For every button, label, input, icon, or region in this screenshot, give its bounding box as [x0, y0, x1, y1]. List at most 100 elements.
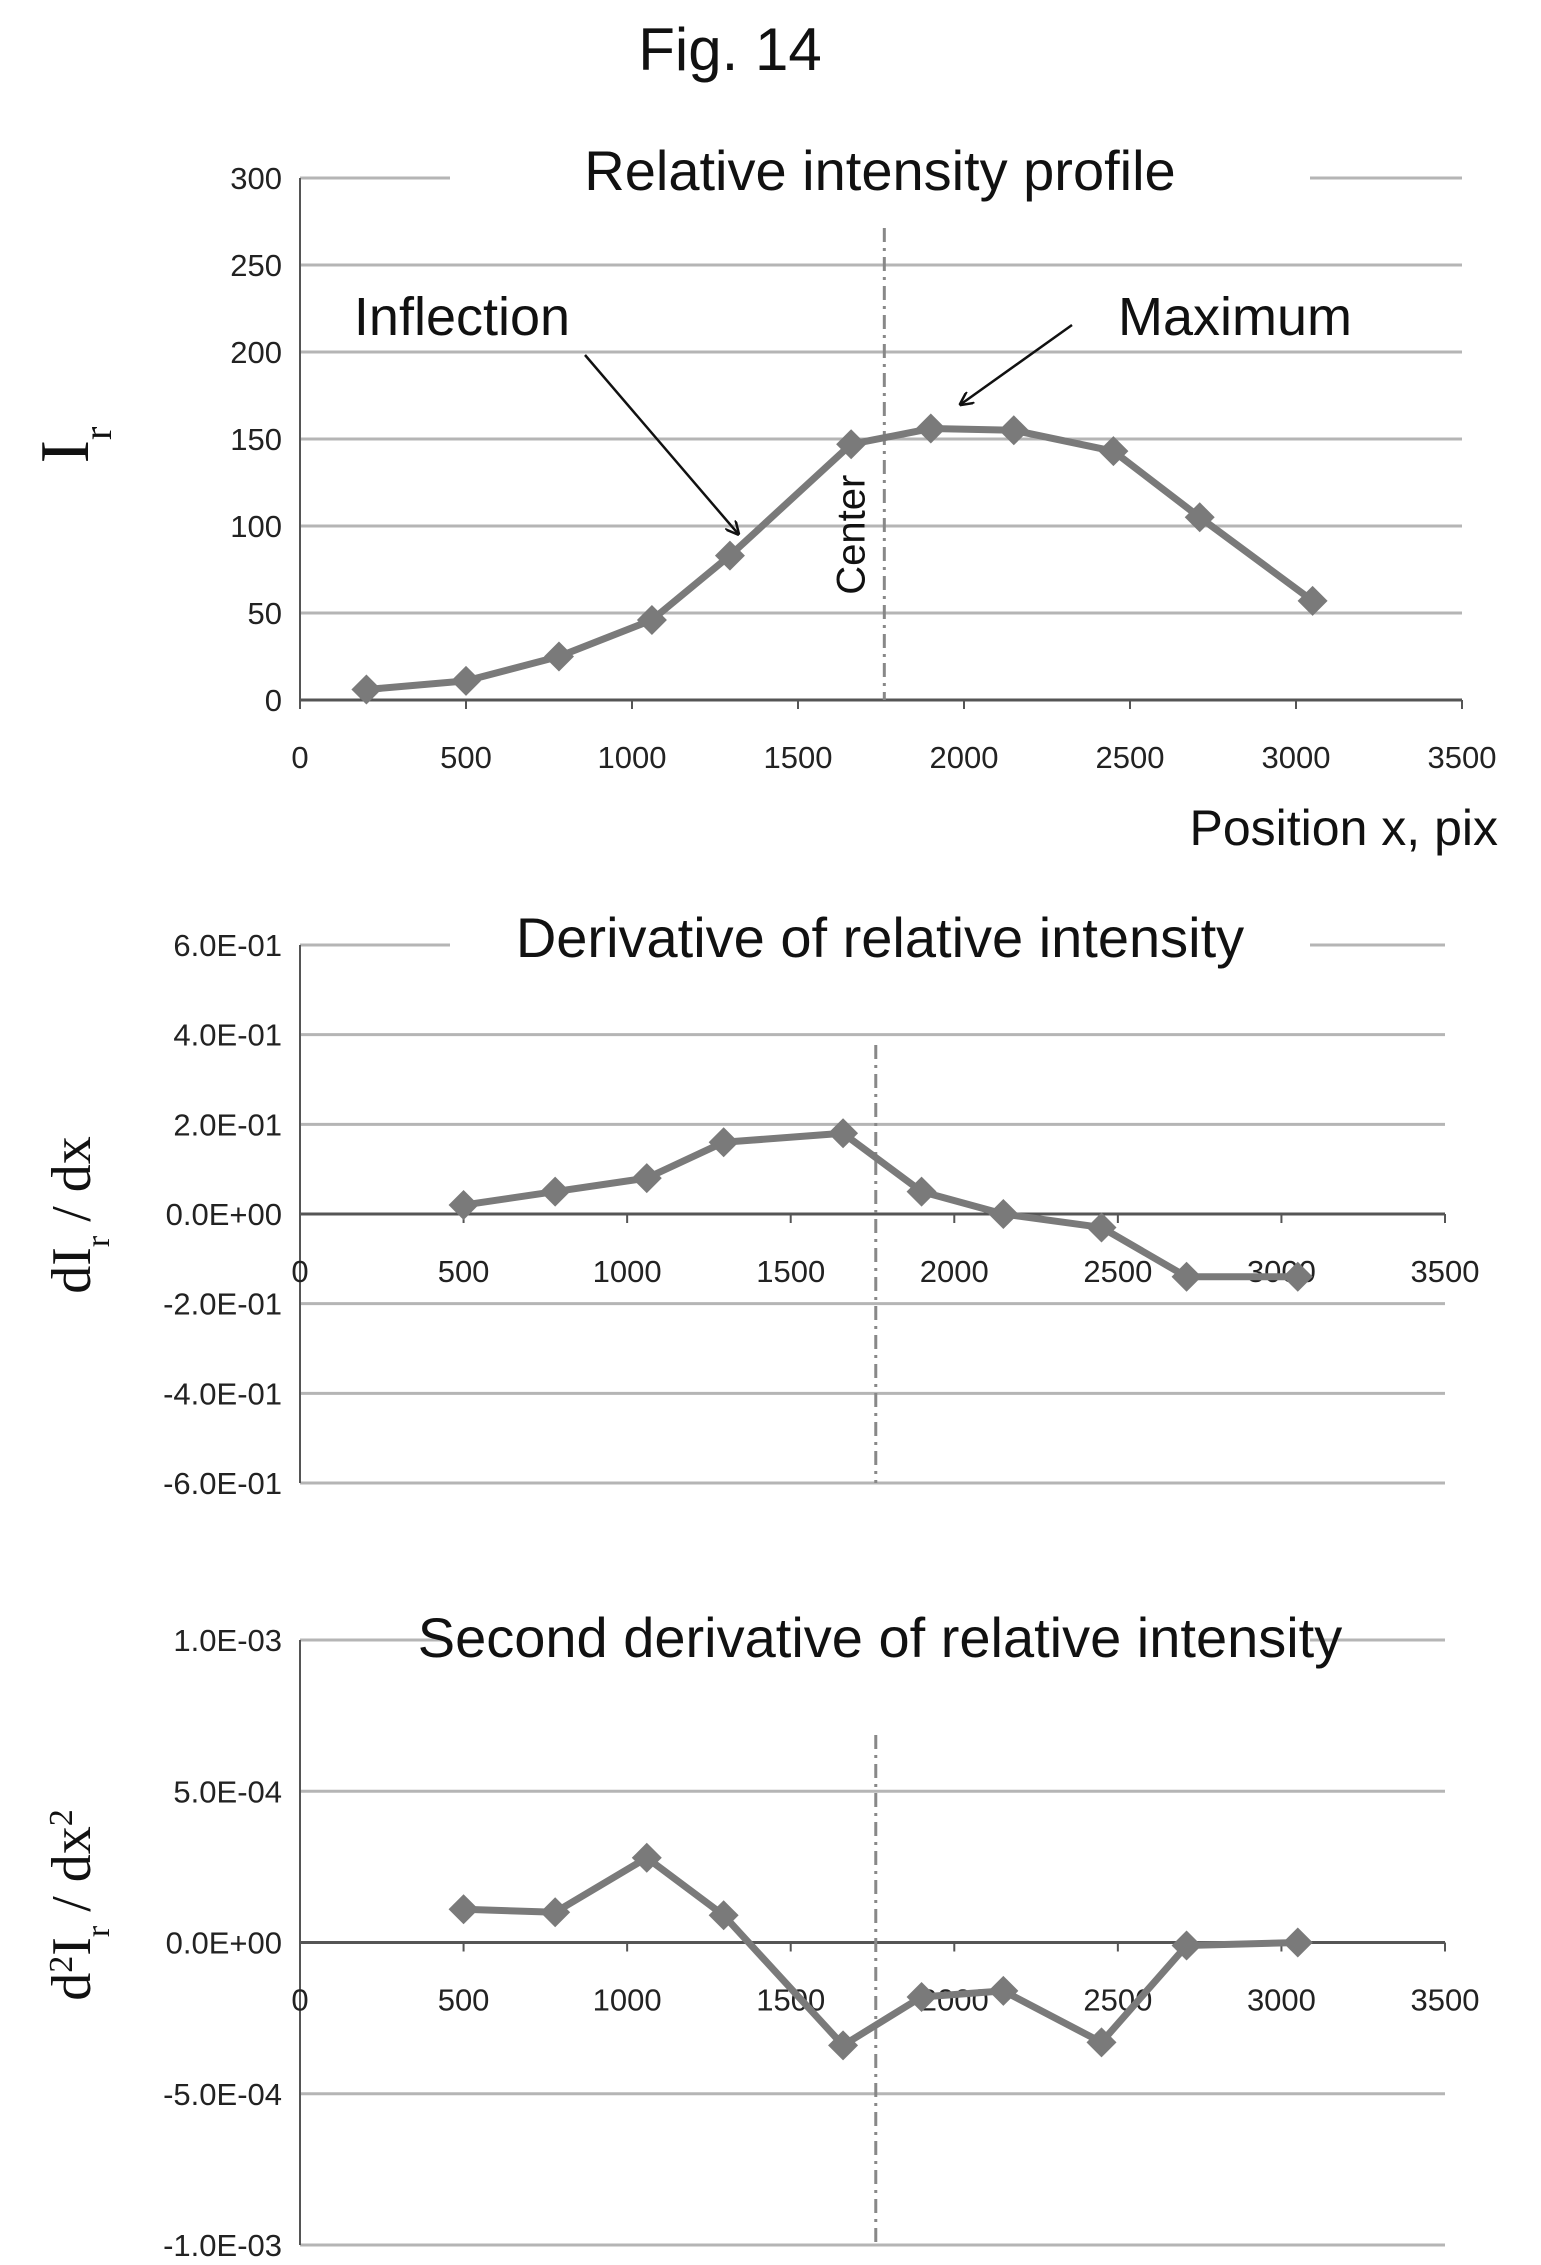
x-tick-label: 1000	[598, 740, 667, 775]
x-tick-label: 1500	[756, 1254, 825, 1289]
y-axis-label: Ir	[27, 427, 120, 464]
x-tick-label: 3500	[1428, 740, 1497, 775]
data-point-marker	[708, 1127, 739, 1158]
y-tick-label: -6.0E-01	[163, 1466, 282, 1501]
data-point-marker	[1297, 585, 1328, 616]
data-point-marker	[988, 1199, 1019, 1229]
y-axis-label-sub: r	[80, 1235, 117, 1247]
data-point-marker	[1282, 1261, 1313, 1292]
x-tick-label: 0	[291, 1983, 308, 2018]
data-point-marker	[906, 1176, 937, 1207]
data-point-marker	[708, 1900, 739, 1931]
data-point-marker	[1184, 502, 1215, 533]
data-point-marker	[1171, 1261, 1202, 1292]
y-tick-label: 0	[265, 683, 282, 718]
y-axis-label: d2Ir / dx2	[41, 1809, 117, 2001]
y-tick-label: 50	[248, 596, 282, 631]
y-tick-label: 0.0E+00	[166, 1926, 282, 1961]
x-tick-label: 1000	[593, 1254, 662, 1289]
x-tick-label: 500	[438, 1983, 490, 2018]
figure-title: Fig. 14	[638, 16, 821, 83]
x-tick-label: 2500	[1096, 740, 1165, 775]
data-point-marker	[631, 1842, 662, 1873]
data-point-marker	[998, 415, 1029, 446]
data-point-marker	[988, 1975, 1019, 2006]
x-tick-label: 3500	[1411, 1983, 1480, 2018]
y-axis-label: dIr / dx	[41, 1136, 117, 1294]
title-background	[450, 128, 1310, 198]
x-tick-label: 2000	[920, 1254, 989, 1289]
data-point-marker	[1086, 2027, 1117, 2058]
y-tick-label: 5.0E-04	[173, 1774, 282, 1809]
data-point-marker	[906, 1981, 937, 2012]
x-tick-label: 0	[291, 1254, 308, 1289]
x-tick-label: 500	[438, 1254, 490, 1289]
x-tick-label: 3000	[1247, 1983, 1316, 2018]
y-axis-label-sub: r	[80, 1925, 117, 1937]
data-point-marker	[828, 1118, 859, 1149]
data-point-marker	[1171, 1930, 1202, 1961]
x-tick-label: 3000	[1262, 740, 1331, 775]
data-point-marker	[448, 1894, 479, 1925]
data-point-marker	[351, 674, 382, 705]
y-axis-label-sup: 2	[43, 1956, 80, 1973]
x-tick-label: 2000	[930, 740, 999, 775]
x-tick-label: 500	[440, 740, 492, 775]
y-tick-label: 100	[230, 509, 282, 544]
annotation-maximum-arrow	[961, 323, 1073, 404]
y-axis-label-part: dI	[41, 1247, 103, 1294]
y-tick-label: 0.0E+00	[166, 1197, 282, 1232]
data-point-marker	[1098, 436, 1129, 467]
y-tick-label: -5.0E-04	[163, 2077, 282, 2112]
title-background	[450, 895, 1310, 965]
data-point-marker	[1086, 1212, 1117, 1243]
y-axis-label-part: / dx	[41, 1826, 103, 1926]
y-tick-label: -2.0E-01	[163, 1287, 282, 1322]
data-point-marker	[915, 413, 946, 444]
chart-title: Second derivative of relative intensity	[418, 1606, 1343, 1669]
y-tick-label: 1.0E-03	[173, 1623, 282, 1658]
y-axis-label-sub: r	[75, 427, 120, 440]
data-point-marker	[543, 641, 574, 672]
annotation-inflection-label: Inflection	[354, 287, 570, 347]
data-point-marker	[714, 540, 745, 571]
y-tick-label: 300	[230, 161, 282, 196]
y-tick-label: 200	[230, 335, 282, 370]
chart-title: Relative intensity profile	[584, 139, 1175, 202]
y-tick-label: 2.0E-01	[173, 1107, 282, 1142]
data-point-marker	[540, 1176, 571, 1207]
y-axis-label-part: I	[27, 440, 104, 463]
x-tick-label: 0	[291, 740, 308, 775]
series-line	[463, 1854, 1298, 2049]
data-point-marker	[540, 1897, 571, 1928]
data-point-marker	[636, 604, 667, 635]
title-background	[450, 1595, 1310, 1665]
y-axis-label-part: / dx	[41, 1136, 103, 1236]
y-tick-label: 150	[230, 422, 282, 457]
data-point-marker	[448, 1190, 479, 1221]
y-tick-label: -1.0E-03	[163, 2228, 282, 2263]
y-tick-label: 4.0E-01	[173, 1018, 282, 1053]
y-tick-label: 250	[230, 248, 282, 283]
y-axis-label-part: I	[41, 1937, 103, 1956]
data-point-marker	[631, 1163, 662, 1194]
chart-title: Derivative of relative intensity	[516, 906, 1244, 969]
data-point-marker	[828, 2030, 859, 2061]
chart-second-derivative: -1.0E-03 -5.0E-04 0.0E+00 5.0E-04 1.0E-03 0 50…	[41, 1595, 1479, 2263]
annotation-maximum-label: Maximum	[1118, 287, 1352, 347]
series-line	[463, 1129, 1298, 1281]
center-label: Center	[829, 475, 873, 595]
x-tick-label: 2500	[1083, 1254, 1152, 1289]
x-tick-label: 1500	[764, 740, 833, 775]
x-tick-label: 3500	[1411, 1254, 1480, 1289]
data-point-marker	[1282, 1927, 1313, 1958]
y-axis-label-sup: 2	[43, 1809, 80, 1826]
data-point-marker	[451, 665, 481, 696]
chart-first-derivative: -6.0E-01 -4.0E-01 -2.0E-01 0.0E+00 2.0E-01 4.…	[41, 895, 1479, 1501]
x-axis-label: Position x, pix	[1190, 800, 1498, 856]
y-tick-label: -4.0E-01	[163, 1376, 282, 1411]
annotation-inflection-arrow	[584, 354, 738, 534]
y-tick-label: 6.0E-01	[173, 928, 282, 963]
